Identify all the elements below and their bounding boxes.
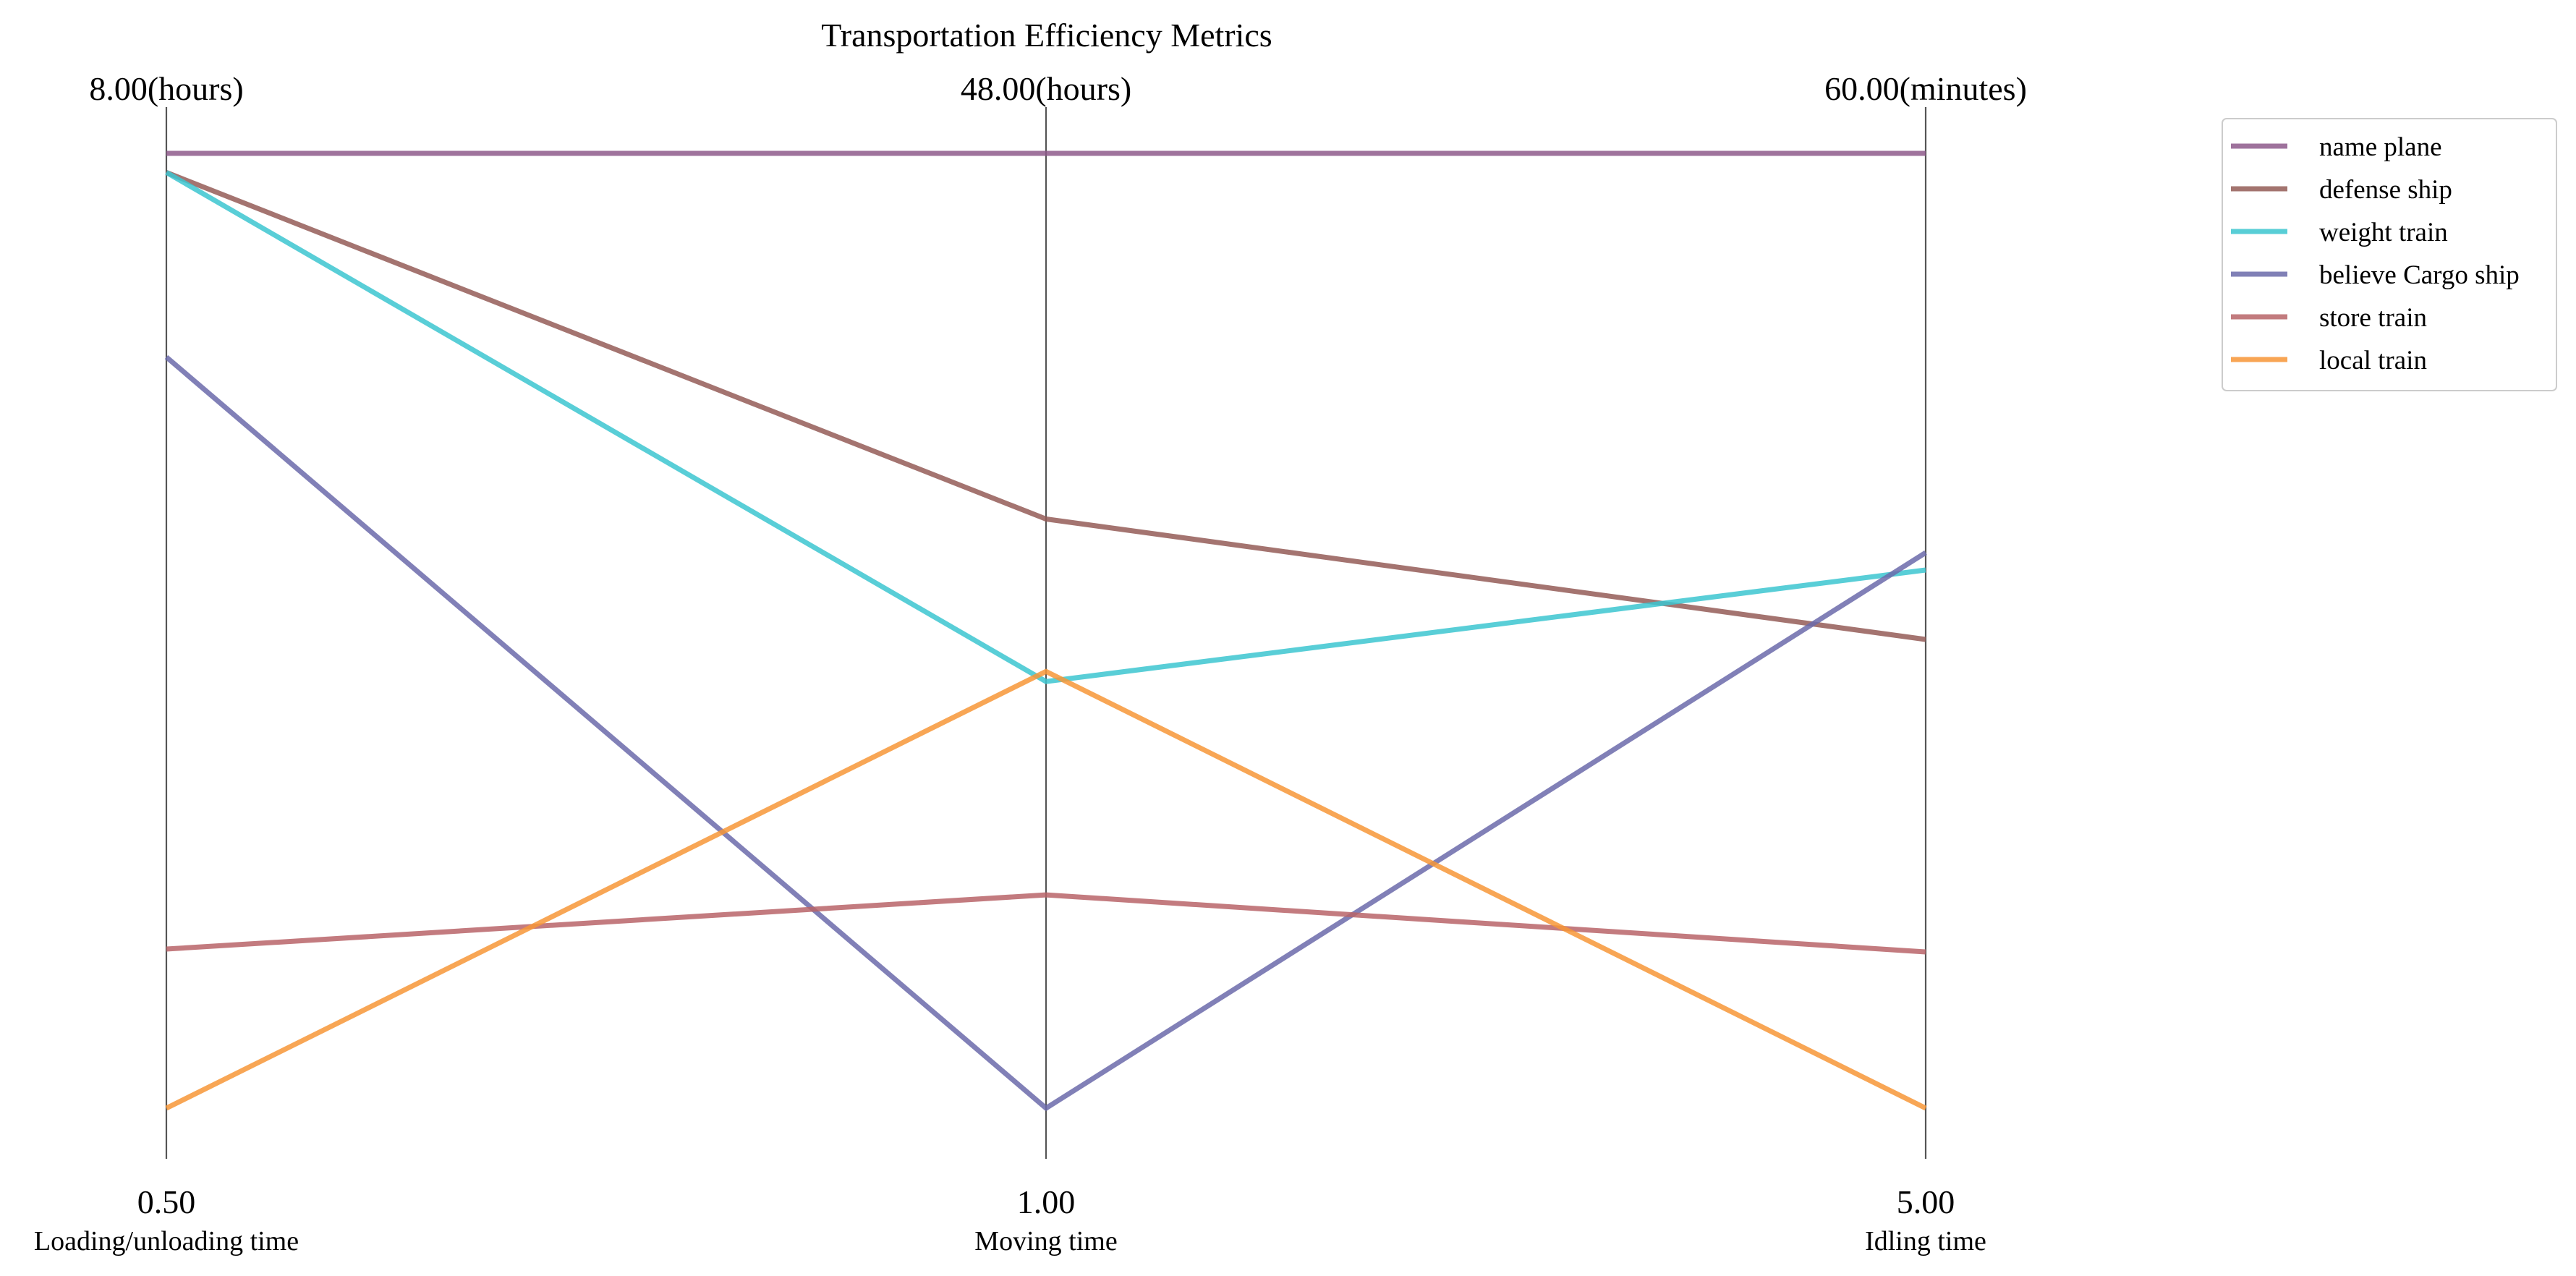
series-line-store-train (166, 892, 1926, 955)
series-line-weight-train (165, 170, 1926, 684)
axis-min-label: 0.50 (137, 1183, 196, 1220)
legend-entry-label: believe Cargo ship (2319, 260, 2520, 290)
series-line-believe-cargo-ship (164, 354, 1927, 1111)
axis-min-label: 5.00 (1897, 1183, 1955, 1220)
axis-min-label: 1.00 (1017, 1183, 1076, 1220)
axis-max-label: 8.00(hours) (89, 70, 243, 107)
axis-max-label: 60.00(minutes) (1824, 70, 2027, 107)
legend-entry-label: defense ship (2319, 175, 2452, 205)
axis-name-label: Loading/unloading time (34, 1226, 299, 1256)
series-line-local-train (165, 668, 1927, 1111)
legend-entry-label: name plane (2319, 132, 2442, 162)
series-group (164, 150, 1927, 1111)
axis-max-label: 48.00(hours) (961, 70, 1131, 107)
legend-box (2222, 118, 2557, 391)
axis-name-label: Moving time (974, 1226, 1117, 1256)
axes-group: 8.00(hours) 0.50 Loading/unloading time 48.… (34, 70, 2027, 1256)
chart-title: Transportation Efficiency Metrics (821, 17, 1272, 54)
legend: name plane defense ship weight train believ… (2222, 118, 2557, 391)
legend-entry-label: store train (2319, 303, 2427, 333)
legend-entry-label: local train (2319, 346, 2427, 375)
axis-name-label: Idling time (1865, 1226, 1986, 1256)
series-line-defense-ship (165, 170, 1926, 642)
legend-entry-label: weight train (2319, 218, 2448, 247)
